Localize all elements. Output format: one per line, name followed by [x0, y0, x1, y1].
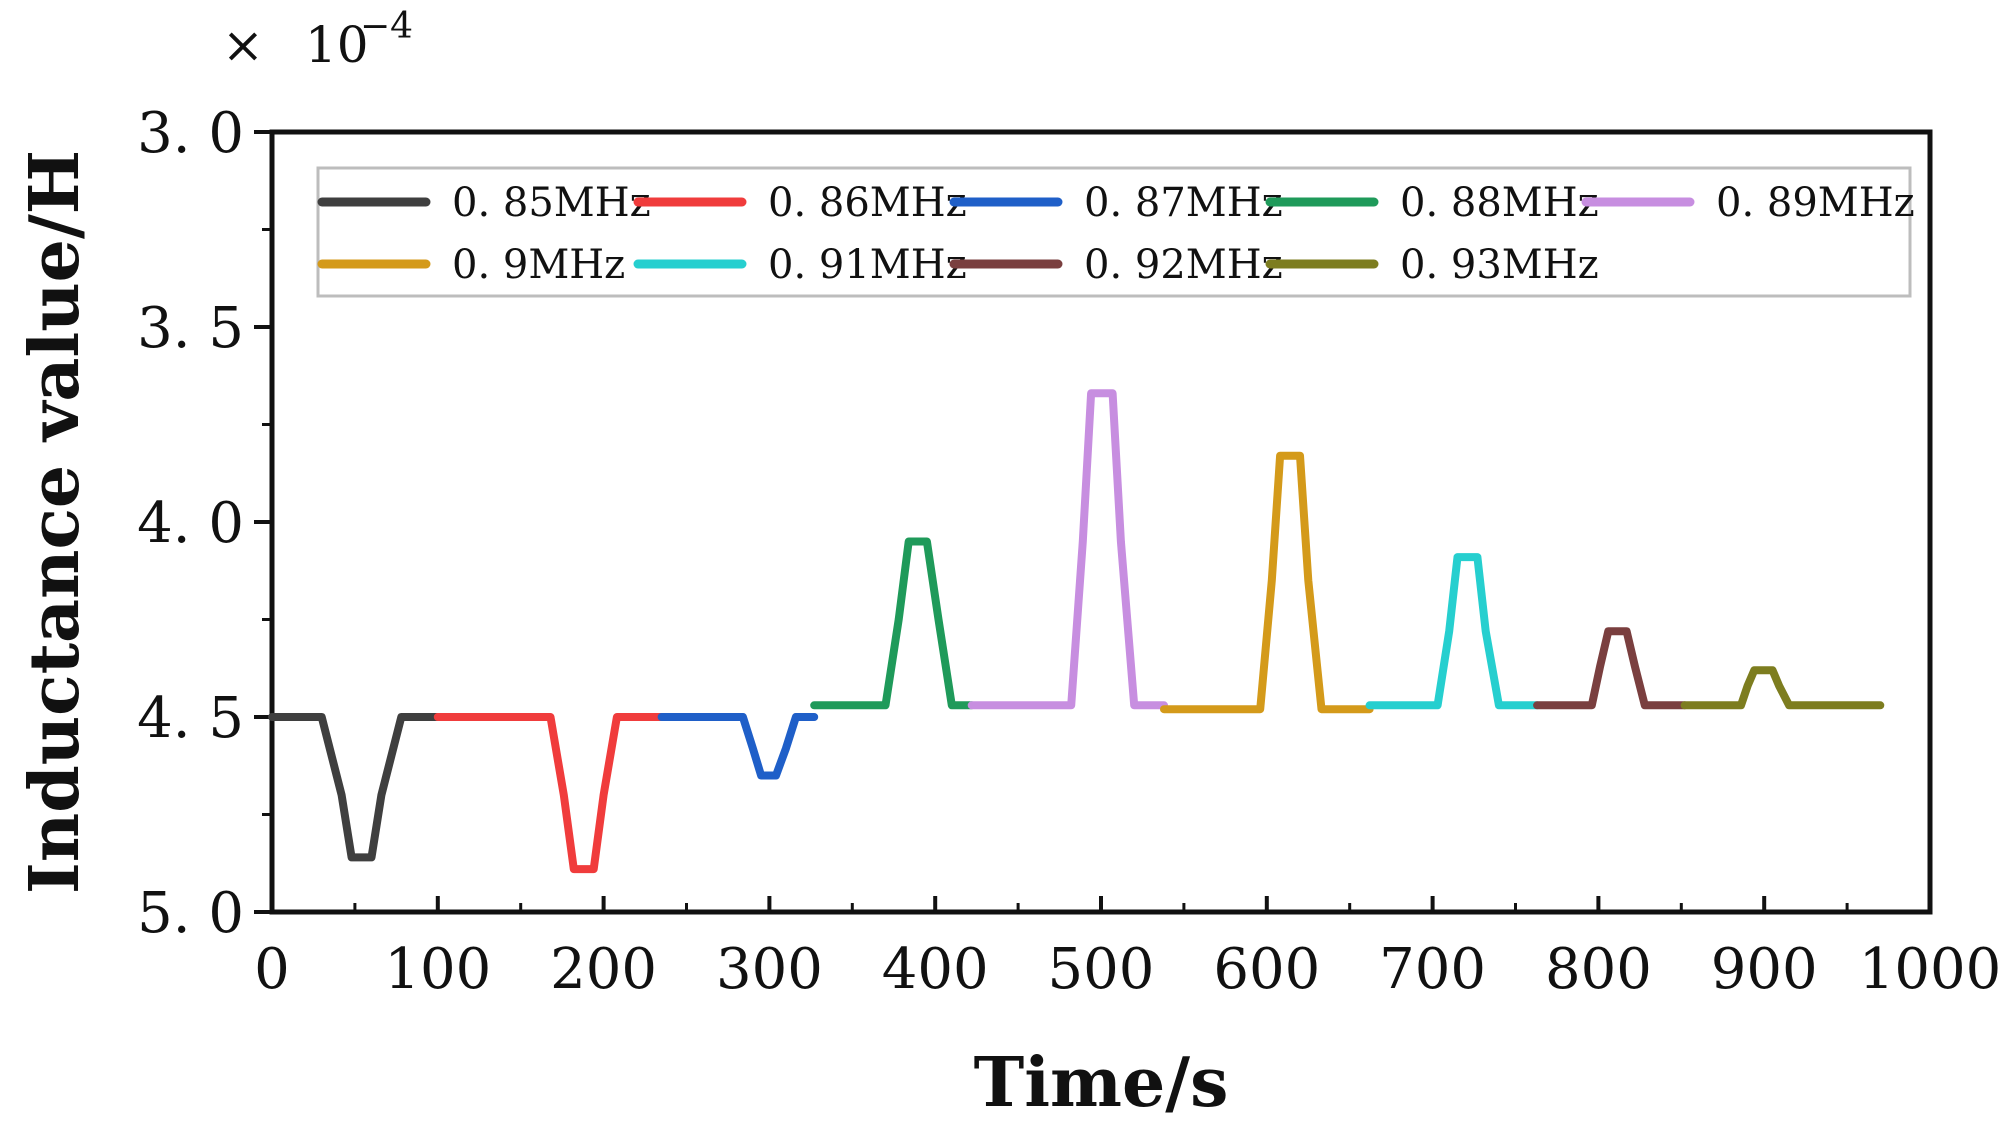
- series-line-8: [1533, 627, 1689, 710]
- y-axis: 3. 0 3. 5 4. 0 4. 5 5. 0: [137, 101, 272, 946]
- series-line-5: [967, 389, 1168, 710]
- x-tick-label: 600: [1213, 937, 1320, 1002]
- x-tick-label: 800: [1545, 937, 1652, 1002]
- y-multiplier-times: ×: [222, 16, 264, 74]
- series-line-3: [657, 713, 819, 780]
- x-tick-label: 0: [254, 937, 290, 1002]
- y-tick-label: 4. 0: [137, 491, 244, 556]
- series-line-7: [1365, 553, 1542, 710]
- series-group: [268, 389, 1885, 874]
- y-tick-label: 4. 5: [137, 686, 244, 751]
- series-line-1: [268, 713, 442, 862]
- legend-label-4: 0. 88MHz: [1400, 180, 1599, 226]
- x-tick-label: 1000: [1859, 937, 2002, 1002]
- legend-label-1: 0. 85MHz: [452, 180, 651, 226]
- legend-box: [316, 166, 1912, 298]
- x-tick-label: 100: [384, 937, 491, 1002]
- legend-label-7: 0. 91MHz: [768, 242, 967, 288]
- legend-label-8: 0. 92MHz: [1084, 242, 1283, 288]
- x-tick-label: 500: [1048, 937, 1155, 1002]
- legend-label-5: 0. 89MHz: [1716, 180, 1915, 226]
- x-axis: 0 100 200 300 400 500 600 700 800 900 1000: [254, 896, 2001, 1002]
- series-line-4: [810, 537, 976, 710]
- y-axis-title: Inductance value/H: [15, 150, 95, 894]
- x-tick-label: 700: [1379, 937, 1486, 1002]
- legend-label-3: 0. 87MHz: [1084, 180, 1283, 226]
- x-tick-label: 300: [716, 937, 823, 1002]
- y-tick-label: 3. 5: [137, 296, 244, 361]
- legend-label-6: 0. 9MHz: [452, 242, 625, 288]
- y-tick-label: 5. 0: [137, 881, 244, 946]
- series-line-6: [1160, 451, 1374, 714]
- y-tick-label: 3. 0: [137, 101, 244, 166]
- series-line-2: [433, 713, 666, 874]
- legend-label-2: 0. 86MHz: [768, 180, 967, 226]
- x-axis-title: Time/s: [974, 1043, 1229, 1123]
- legend-label-9: 0. 93MHz: [1400, 242, 1599, 288]
- x-tick-label: 200: [550, 937, 657, 1002]
- y-multiplier-exponent: −4: [360, 6, 413, 47]
- x-tick-label: 400: [882, 937, 989, 1002]
- y-multiplier-base: 10: [305, 16, 369, 74]
- x-tick-label: 900: [1711, 937, 1818, 1002]
- series-line-9: [1680, 666, 1885, 710]
- legend: 0. 85MHz 0. 86MHz 0. 87MHz 0. 88MHz 0. 89MHz…: [317, 180, 1915, 288]
